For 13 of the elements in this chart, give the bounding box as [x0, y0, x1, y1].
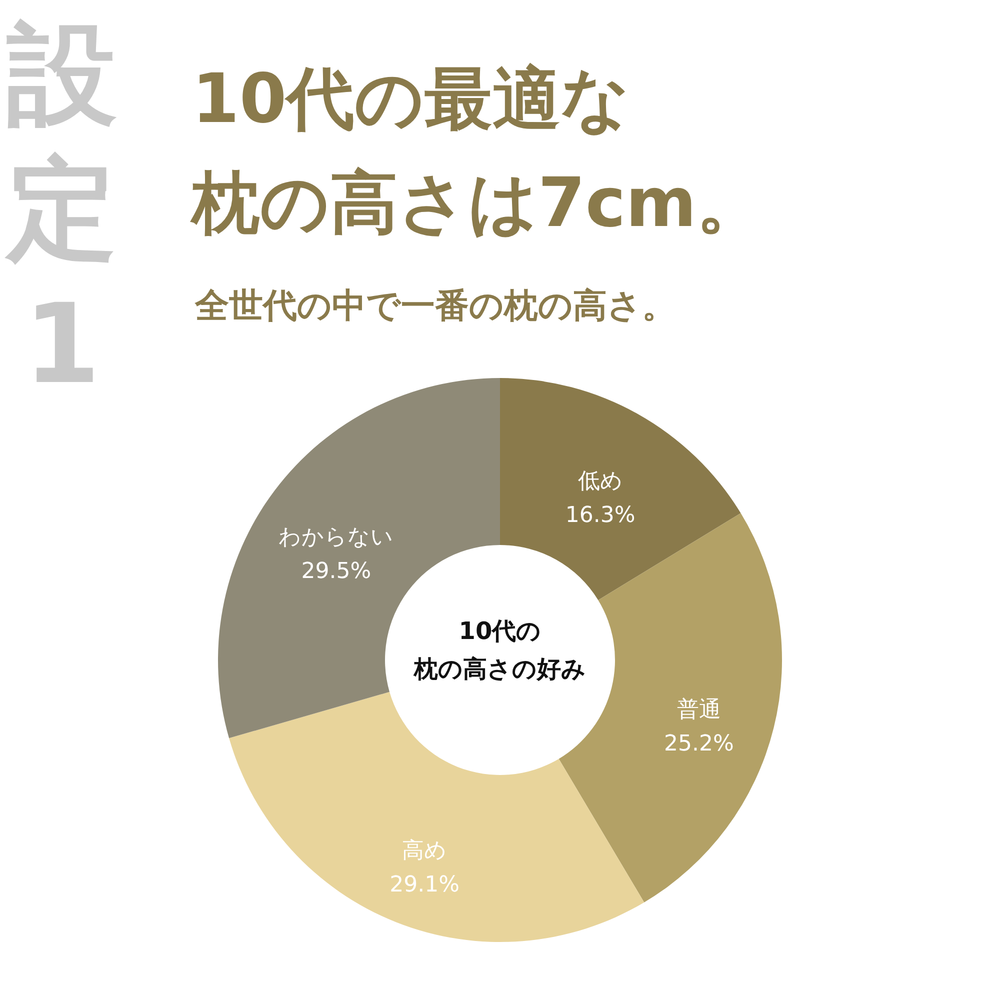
data-label: 29.1% — [390, 872, 460, 898]
donut-slice — [229, 692, 644, 942]
data-label: 16.3% — [565, 503, 636, 528]
chart-title: 10代の最適な枕の高さは7cm。 — [190, 60, 764, 243]
slice-label: 普通 — [676, 697, 721, 722]
text: 10代の枕の高さの好み — [413, 617, 586, 683]
chart-subtitle: 全世代の中で一番の枕の高さ。 — [194, 286, 676, 326]
donut-slice — [500, 378, 741, 600]
slice-label: 低め — [578, 469, 623, 494]
slice-label: わからない — [278, 524, 394, 550]
slice-label: 高め — [402, 838, 448, 864]
data-label: 29.5% — [301, 558, 372, 584]
data-label: 25.2% — [664, 731, 734, 756]
